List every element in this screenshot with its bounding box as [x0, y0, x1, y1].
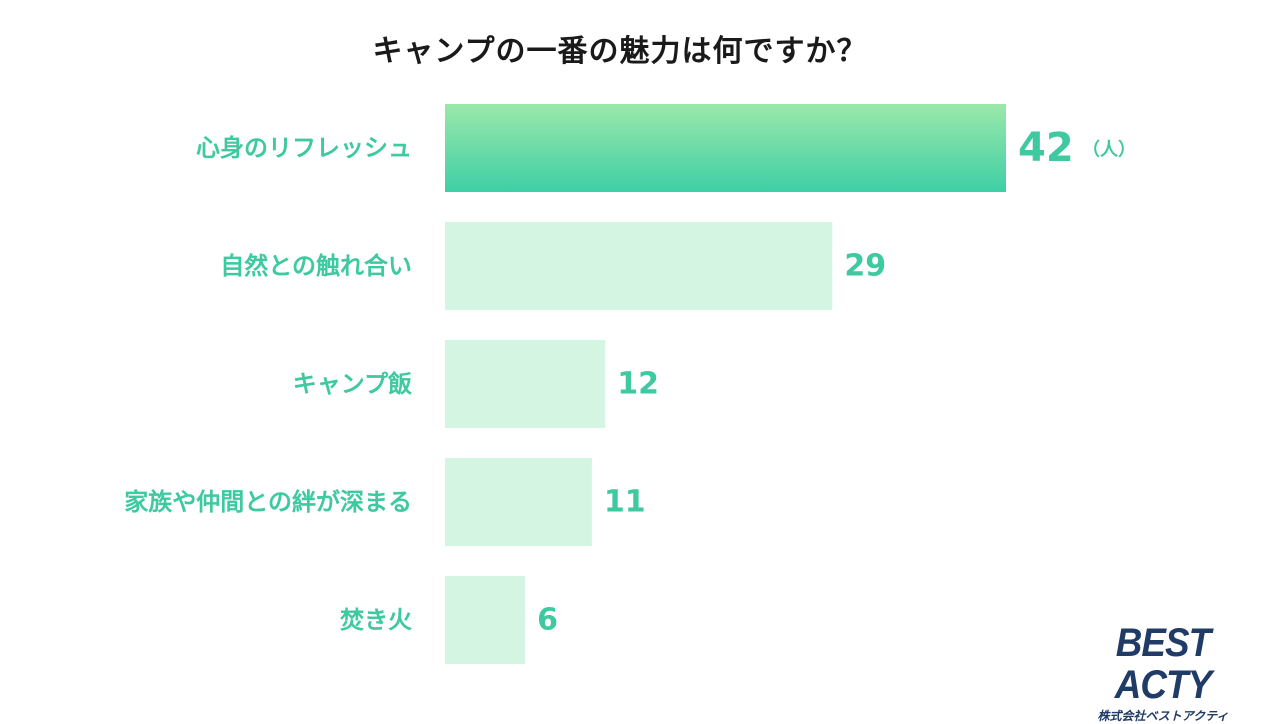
- company-logo: BEST ACTY 株式会社ベストアクティ: [1068, 622, 1258, 724]
- category-label-2: キャンプ飯: [293, 370, 412, 398]
- value-label-3: 11: [604, 485, 646, 520]
- value-label-0: 42: [1018, 125, 1074, 171]
- logo-wordmark: BEST ACTY: [1114, 621, 1212, 707]
- value-label-4: 6: [537, 603, 558, 638]
- category-label-1: 自然との触れ合い: [220, 252, 412, 280]
- bar-1: [445, 222, 833, 310]
- category-label-4: 焚き火: [340, 606, 412, 634]
- bar-4: [445, 576, 526, 664]
- unit-label: （人）: [1082, 140, 1136, 161]
- category-label-3: 家族や仲間との絆が深まる: [124, 488, 412, 516]
- bar-0: [445, 104, 1006, 192]
- bar-3: [445, 458, 592, 546]
- bar-2: [445, 340, 606, 428]
- value-label-1: 29: [844, 249, 886, 284]
- category-label-0: 心身のリフレッシュ: [196, 134, 412, 162]
- logo-company-name: 株式会社ベストアクティ: [1097, 709, 1229, 723]
- value-label-2: 12: [617, 367, 659, 402]
- chart-title: キャンプの一番の魅力は何ですか？: [372, 34, 868, 69]
